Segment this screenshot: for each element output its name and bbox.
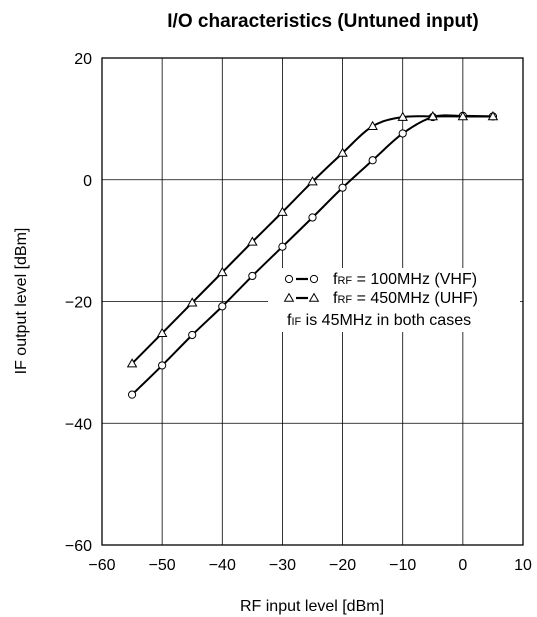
- y-tick-labels: 20 0 −20 −40 −60: [65, 51, 92, 555]
- data-point-triangle: [126, 358, 138, 368]
- legend-label-1: fRF = 100MHz (VHF): [333, 271, 477, 288]
- data-point-triangle: [307, 176, 318, 186]
- legend-marker-triangle: [283, 292, 295, 302]
- legend-note: fIF is 45MHz in both cases: [287, 312, 471, 329]
- data-point-triangle: [247, 236, 258, 246]
- x-tick-labels: −60 −50 −40 −30 −20 −10 0 10: [88, 557, 532, 574]
- data-point-triangle: [427, 111, 439, 121]
- data-point-circle: [368, 156, 377, 165]
- series-line-1: [131, 114, 493, 396]
- data-point-triangle: [217, 266, 228, 277]
- y-axis-label: IF output level [dBm]: [13, 228, 30, 375]
- y-tick-label: −60: [65, 538, 92, 555]
- data-point-triangle: [487, 111, 499, 121]
- x-tick-label: −20: [329, 557, 356, 574]
- legend-label-2: fRF = 450MHz (UHF): [333, 290, 478, 307]
- data-point-triangle: [277, 206, 288, 216]
- y-tick-label: 0: [83, 173, 92, 190]
- chart-title: I/O characteristics (Untuned input): [167, 11, 478, 32]
- x-axis-label: RF input level [dBm]: [240, 598, 384, 615]
- data-point-circle: [248, 271, 257, 281]
- legend-marker-circle: [284, 274, 294, 284]
- x-tick-label: −60: [88, 557, 115, 574]
- x-tick-label: −10: [389, 557, 416, 574]
- data-point-triangle: [337, 147, 348, 157]
- data-point-circle: [127, 390, 137, 399]
- y-tick-label: −20: [65, 295, 92, 312]
- y-tick-label: 20: [74, 51, 92, 68]
- plot-frame: [101, 57, 524, 546]
- data-point-circle: [308, 213, 317, 222]
- data-point-triangle: [457, 111, 469, 121]
- legend: fRF = 100MHz (VHF) fRF = 450MHz (UHF) fIF …: [268, 268, 520, 332]
- data-point-triangle: [397, 111, 408, 121]
- x-tick-label: 10: [514, 557, 532, 574]
- data-point-circle: [218, 302, 227, 311]
- data-series: [126, 111, 499, 399]
- y-tick-label: −40: [65, 416, 92, 433]
- data-point-circle: [338, 183, 347, 192]
- x-tick-label: −40: [209, 557, 236, 574]
- legend-marker-triangle: [308, 292, 320, 302]
- data-point-circle: [158, 361, 167, 370]
- x-tick-label: 0: [458, 557, 467, 574]
- x-tick-label: −30: [269, 557, 296, 574]
- data-point-triangle: [186, 297, 198, 307]
- data-point-triangle: [156, 327, 168, 337]
- data-point-circle: [188, 330, 197, 340]
- x-tick-label: −50: [149, 557, 176, 574]
- data-point-circle: [398, 129, 407, 138]
- data-point-triangle: [367, 120, 378, 130]
- legend-marker-circle: [309, 274, 319, 284]
- data-point-circle: [278, 242, 287, 251]
